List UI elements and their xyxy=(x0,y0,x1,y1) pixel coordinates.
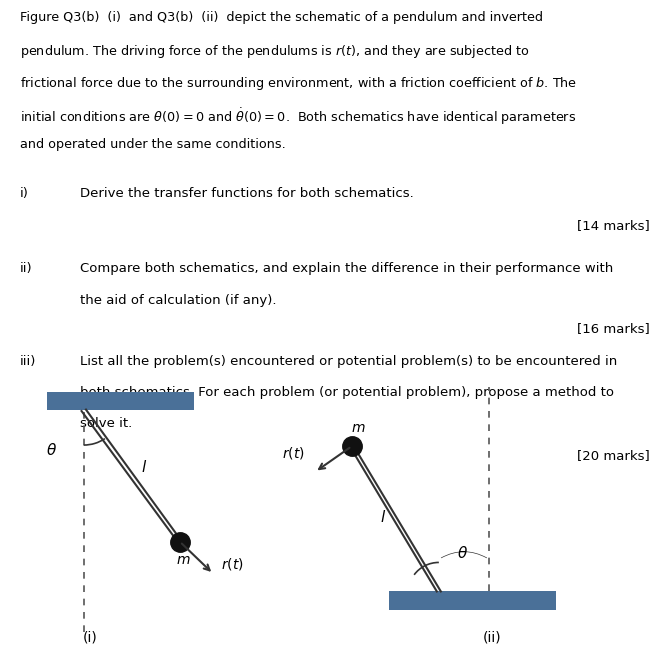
Text: $\theta$: $\theta$ xyxy=(457,545,468,561)
Text: solve it.: solve it. xyxy=(80,417,133,430)
Text: Figure Q3(b)  (i)  and Q3(b)  (ii)  depict the schematic of a pendulum and inver: Figure Q3(b) (i) and Q3(b) (ii) depict t… xyxy=(20,11,543,25)
FancyBboxPatch shape xyxy=(389,591,556,610)
Text: [20 marks]: [20 marks] xyxy=(577,449,650,462)
Text: i): i) xyxy=(20,187,29,200)
Text: $r(t)$: $r(t)$ xyxy=(282,445,305,461)
Text: [16 marks]: [16 marks] xyxy=(577,322,650,335)
Text: iii): iii) xyxy=(20,355,36,368)
Text: ii): ii) xyxy=(20,262,33,275)
Text: and operated under the same conditions.: and operated under the same conditions. xyxy=(20,139,286,152)
Text: frictional force due to the surrounding environment, with a friction coefficient: frictional force due to the surrounding … xyxy=(20,75,578,92)
Text: (ii): (ii) xyxy=(483,631,502,645)
Text: the aid of calculation (if any).: the aid of calculation (if any). xyxy=(80,293,277,306)
Text: (i): (i) xyxy=(83,631,98,645)
Text: $r(t)$: $r(t)$ xyxy=(221,556,244,572)
Text: $l$: $l$ xyxy=(380,509,387,525)
Text: Compare both schematics, and explain the difference in their performance with: Compare both schematics, and explain the… xyxy=(80,262,614,275)
Text: $m$: $m$ xyxy=(351,421,366,435)
Text: both schematics. For each problem (or potential problem), propose a method to: both schematics. For each problem (or po… xyxy=(80,386,614,399)
Text: $m$: $m$ xyxy=(176,553,190,567)
Text: [14 marks]: [14 marks] xyxy=(577,219,650,232)
Text: List all the problem(s) encountered or potential problem(s) to be encountered in: List all the problem(s) encountered or p… xyxy=(80,355,618,368)
Text: $l$: $l$ xyxy=(141,459,147,475)
Text: $\theta$: $\theta$ xyxy=(46,442,57,458)
Text: Derive the transfer functions for both schematics.: Derive the transfer functions for both s… xyxy=(80,187,414,200)
Text: initial conditions are $\theta(0) = 0$ and $\dot{\theta}(0) = 0$.  Both schemati: initial conditions are $\theta(0) = 0$ a… xyxy=(20,106,576,127)
Text: pendulum. The driving force of the pendulums is $r(t)$, and they are subjected t: pendulum. The driving force of the pendu… xyxy=(20,43,529,60)
FancyBboxPatch shape xyxy=(47,392,194,410)
